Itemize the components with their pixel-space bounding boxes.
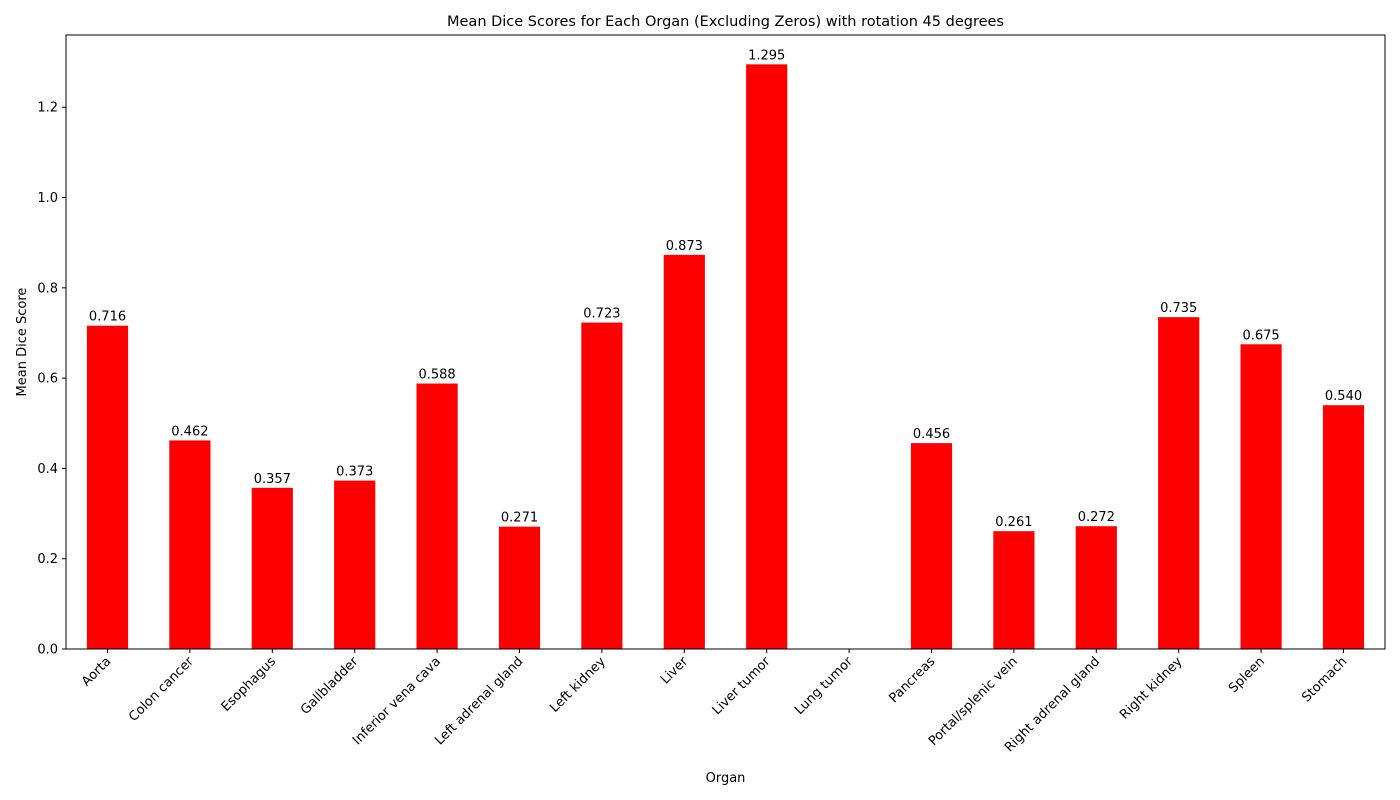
bar-value-label: 0.716 [89, 310, 126, 325]
x-tick-label: Lung tumor [792, 654, 856, 718]
bar-value-label: 0.540 [1325, 389, 1362, 404]
bar [993, 531, 1035, 649]
bar-value-label: 0.588 [418, 368, 455, 383]
y-tick-label: 0.6 [37, 372, 58, 387]
bar-value-label: 0.723 [583, 307, 620, 322]
bar [746, 64, 788, 650]
x-tick-label: Right adrenal gland [1002, 654, 1103, 755]
x-tick-label: Pancreas [886, 654, 938, 706]
x-tick-label: Right kidney [1117, 654, 1186, 723]
x-tick-label: Spleen [1226, 654, 1268, 696]
bar [1322, 405, 1365, 649]
bar-value-label: 0.373 [336, 465, 373, 480]
y-tick-label: 1.0 [37, 191, 58, 206]
bar-value-label: 0.357 [254, 472, 291, 487]
y-tick-label: 0.0 [37, 643, 58, 658]
y-tick-label: 0.8 [37, 281, 58, 296]
bar [416, 383, 458, 649]
bar [334, 480, 376, 649]
bar-value-label: 0.675 [1242, 328, 1279, 343]
plot-frame [65, 34, 1386, 650]
bar [1240, 344, 1282, 649]
x-tick-label: Colon cancer [126, 654, 197, 725]
x-tick-label: Stomach [1299, 654, 1350, 705]
bar-value-label: 0.873 [666, 239, 703, 254]
bar [169, 440, 211, 649]
chart-title: Mean Dice Scores for Each Organ (Excludi… [447, 14, 1004, 30]
x-axis-label: Organ [706, 771, 746, 786]
bar [498, 526, 541, 649]
bar [1075, 526, 1117, 649]
bar-value-label: 0.271 [501, 511, 538, 526]
x-tick-label: Gallbladder [298, 654, 362, 718]
bar [581, 322, 623, 649]
x-tick-label: Inferior vena cava [350, 654, 444, 748]
y-axis-label: Mean Dice Score [15, 288, 30, 397]
y-tick-label: 1.2 [37, 101, 58, 116]
bar-value-label: 0.462 [171, 424, 208, 439]
x-tick-label: Portal/splenic vein [926, 654, 1021, 749]
y-tick-label: 0.4 [37, 462, 58, 477]
bar-value-label: 0.456 [913, 427, 950, 442]
x-tick-label: Liver tumor [710, 654, 774, 718]
x-tick-label: Esophagus [219, 654, 280, 715]
bar [1158, 317, 1200, 649]
x-tick-label: Aorta [79, 654, 114, 689]
bar [910, 443, 953, 649]
x-tick-label: Liver [658, 654, 692, 688]
bar [86, 325, 129, 649]
y-tick-label: 0.2 [37, 552, 58, 567]
x-tick-label: Left adrenal gland [432, 654, 526, 748]
bar-value-label: 0.272 [1078, 510, 1115, 525]
bar-value-label: 0.261 [995, 515, 1032, 530]
x-tick-label: Left kidney [547, 654, 609, 716]
bar-value-label: 1.295 [748, 48, 785, 63]
bar [251, 487, 293, 649]
bar-value-label: 0.735 [1160, 301, 1197, 316]
bar [663, 254, 705, 649]
